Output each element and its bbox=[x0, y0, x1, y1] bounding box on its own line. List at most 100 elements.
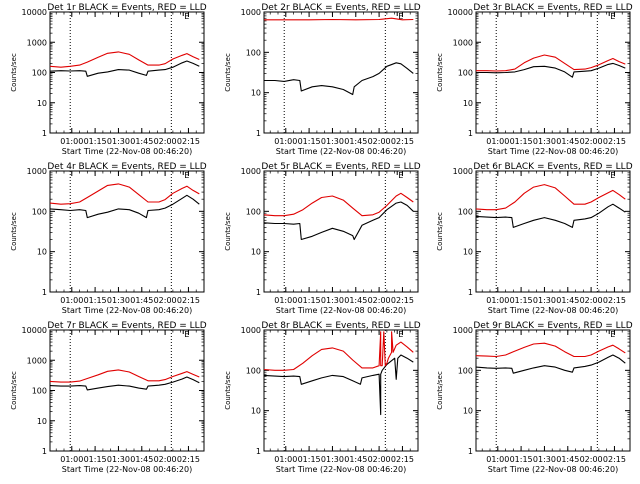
x-tick-label: 01:30 bbox=[533, 455, 556, 464]
y-tick-label: 1 bbox=[256, 129, 261, 138]
annotation-label: E bbox=[184, 171, 189, 180]
y-axis-label: Counts/sec bbox=[10, 371, 18, 410]
events-series-line bbox=[49, 60, 200, 77]
x-tick-label: 02:15 bbox=[177, 455, 200, 464]
x-tick-label: 01:00 bbox=[60, 296, 83, 305]
events-series-line bbox=[263, 354, 414, 416]
y-tick-label: 100 bbox=[246, 207, 261, 216]
lld-series-line bbox=[263, 331, 414, 371]
y-axis-label: Counts/sec bbox=[436, 53, 444, 92]
y-tick-label: 10 bbox=[37, 99, 47, 108]
x-axis-label: Start Time (22-Nov-08 00:46:20) bbox=[62, 147, 192, 156]
y-tick-label: 100 bbox=[32, 69, 47, 78]
x-tick-label: 02:00 bbox=[154, 455, 177, 464]
panel-title: Det 4r BLACK = Events, RED = LLD bbox=[47, 162, 206, 172]
lld-series-line bbox=[475, 342, 626, 358]
y-tick-label: 1000 bbox=[27, 167, 47, 176]
panel-title: Det 2r BLACK = Events, RED = LLD bbox=[261, 3, 420, 13]
y-tick-label: 1000 bbox=[241, 167, 261, 176]
panel-title: Det 7r BLACK = Events, RED = LLD bbox=[47, 321, 206, 331]
annotation-label: E bbox=[398, 330, 403, 339]
x-axis-label: Start Time (22-Nov-08 00:46:20) bbox=[488, 465, 618, 474]
y-tick-label: 1 bbox=[468, 129, 473, 138]
x-tick-label: 01:30 bbox=[321, 455, 344, 464]
x-tick-label: 01:30 bbox=[533, 296, 556, 305]
x-tick-label: 01:00 bbox=[274, 455, 297, 464]
x-tick-label: 01:30 bbox=[321, 137, 344, 146]
y-axis-label: Counts/sec bbox=[224, 53, 232, 92]
annotation-label: E bbox=[184, 12, 189, 21]
plot-frame bbox=[263, 170, 419, 293]
y-tick-label: 10000 bbox=[22, 326, 47, 335]
x-axis-label: Start Time (22-Nov-08 00:46:20) bbox=[488, 306, 618, 315]
x-tick-label: 01:30 bbox=[107, 296, 130, 305]
x-tick-label: 01:45 bbox=[556, 296, 579, 305]
y-axis-label: Counts/sec bbox=[10, 212, 18, 251]
panel-det-9: Det 9r BLACK = Events, RED = LLD 1 10 100 10… bbox=[436, 321, 633, 474]
panel-title: Det 1r BLACK = Events, RED = LLD bbox=[47, 3, 206, 13]
annotation-label: E bbox=[398, 12, 403, 21]
y-tick-label: 1 bbox=[468, 447, 473, 456]
panel-det-1: Det 1r BLACK = Events, RED = LLD 1 10 100 10… bbox=[10, 3, 207, 156]
y-tick-label: 10 bbox=[37, 417, 47, 426]
panel-title: Det 8r BLACK = Events, RED = LLD bbox=[261, 321, 420, 331]
x-axis-label: Start Time (22-Nov-08 00:46:20) bbox=[488, 147, 618, 156]
x-tick-label: 01:30 bbox=[321, 296, 344, 305]
x-tick-label: 01:00 bbox=[60, 455, 83, 464]
panel-det-3: Det 3r BLACK = Events, RED = LLD 1 10 100 10… bbox=[436, 3, 633, 156]
x-axis-label: Start Time (22-Nov-08 00:46:20) bbox=[276, 147, 406, 156]
x-axis-label: Start Time (22-Nov-08 00:46:20) bbox=[276, 306, 406, 315]
x-tick-label: 01:00 bbox=[60, 137, 83, 146]
x-tick-label: 01:45 bbox=[130, 455, 153, 464]
y-axis-label: Counts/sec bbox=[224, 212, 232, 251]
y-axis-label: Counts/sec bbox=[436, 371, 444, 410]
y-tick-label: 10000 bbox=[22, 8, 47, 17]
panel-title: Det 3r BLACK = Events, RED = LLD bbox=[473, 3, 632, 13]
x-tick-label: 01:00 bbox=[274, 296, 297, 305]
y-tick-label: 1 bbox=[42, 288, 47, 297]
panel-det-8: Det 8r BLACK = Events, RED = LLD 1 10 100 10… bbox=[224, 321, 421, 474]
annotation-label: E bbox=[610, 171, 615, 180]
y-axis-label: Counts/sec bbox=[10, 53, 18, 92]
x-tick-label: 02:15 bbox=[603, 137, 626, 146]
x-tick-label: 02:00 bbox=[580, 455, 603, 464]
y-tick-label: 100 bbox=[246, 366, 261, 375]
y-tick-label: 10 bbox=[251, 407, 261, 416]
y-tick-label: 1 bbox=[42, 129, 47, 138]
x-tick-label: 01:45 bbox=[344, 137, 367, 146]
y-tick-label: 10 bbox=[251, 89, 261, 98]
x-tick-label: 01:00 bbox=[486, 455, 509, 464]
x-tick-label: 01:45 bbox=[556, 137, 579, 146]
x-tick-label: 02:00 bbox=[154, 137, 177, 146]
y-tick-label: 100 bbox=[458, 69, 473, 78]
x-tick-label: 02:15 bbox=[391, 296, 414, 305]
y-tick-label: 10 bbox=[463, 99, 473, 108]
y-tick-label: 100 bbox=[32, 207, 47, 216]
lld-series-line bbox=[263, 192, 414, 217]
x-tick-label: 01:45 bbox=[344, 455, 367, 464]
x-tick-label: 01:15 bbox=[84, 455, 107, 464]
y-tick-label: 1 bbox=[468, 288, 473, 297]
y-tick-label: 10 bbox=[463, 248, 473, 257]
x-axis-label: Start Time (22-Nov-08 00:46:20) bbox=[276, 465, 406, 474]
x-tick-label: 02:15 bbox=[391, 137, 414, 146]
x-tick-label: 01:15 bbox=[298, 455, 321, 464]
x-tick-label: 02:00 bbox=[368, 455, 391, 464]
x-tick-label: 01:15 bbox=[298, 137, 321, 146]
x-tick-label: 02:15 bbox=[603, 296, 626, 305]
x-tick-label: 01:45 bbox=[130, 137, 153, 146]
panel-title: Det 5r BLACK = Events, RED = LLD bbox=[261, 162, 420, 172]
events-series-line bbox=[476, 62, 626, 78]
annotation-label: E bbox=[610, 330, 615, 339]
lld-series-line bbox=[49, 183, 200, 205]
y-tick-label: 10 bbox=[251, 248, 261, 257]
y-tick-label: 1 bbox=[256, 288, 261, 297]
events-series-line bbox=[475, 203, 626, 228]
x-tick-label: 01:45 bbox=[556, 455, 579, 464]
events-series-line bbox=[264, 62, 414, 96]
panel-det-7: Det 7r BLACK = Events, RED = LLD 1 10 100 10… bbox=[10, 321, 207, 474]
panel-title: Det 6r BLACK = Events, RED = LLD bbox=[473, 162, 632, 172]
plot-frame bbox=[263, 329, 419, 452]
lld-series-line bbox=[476, 54, 626, 72]
